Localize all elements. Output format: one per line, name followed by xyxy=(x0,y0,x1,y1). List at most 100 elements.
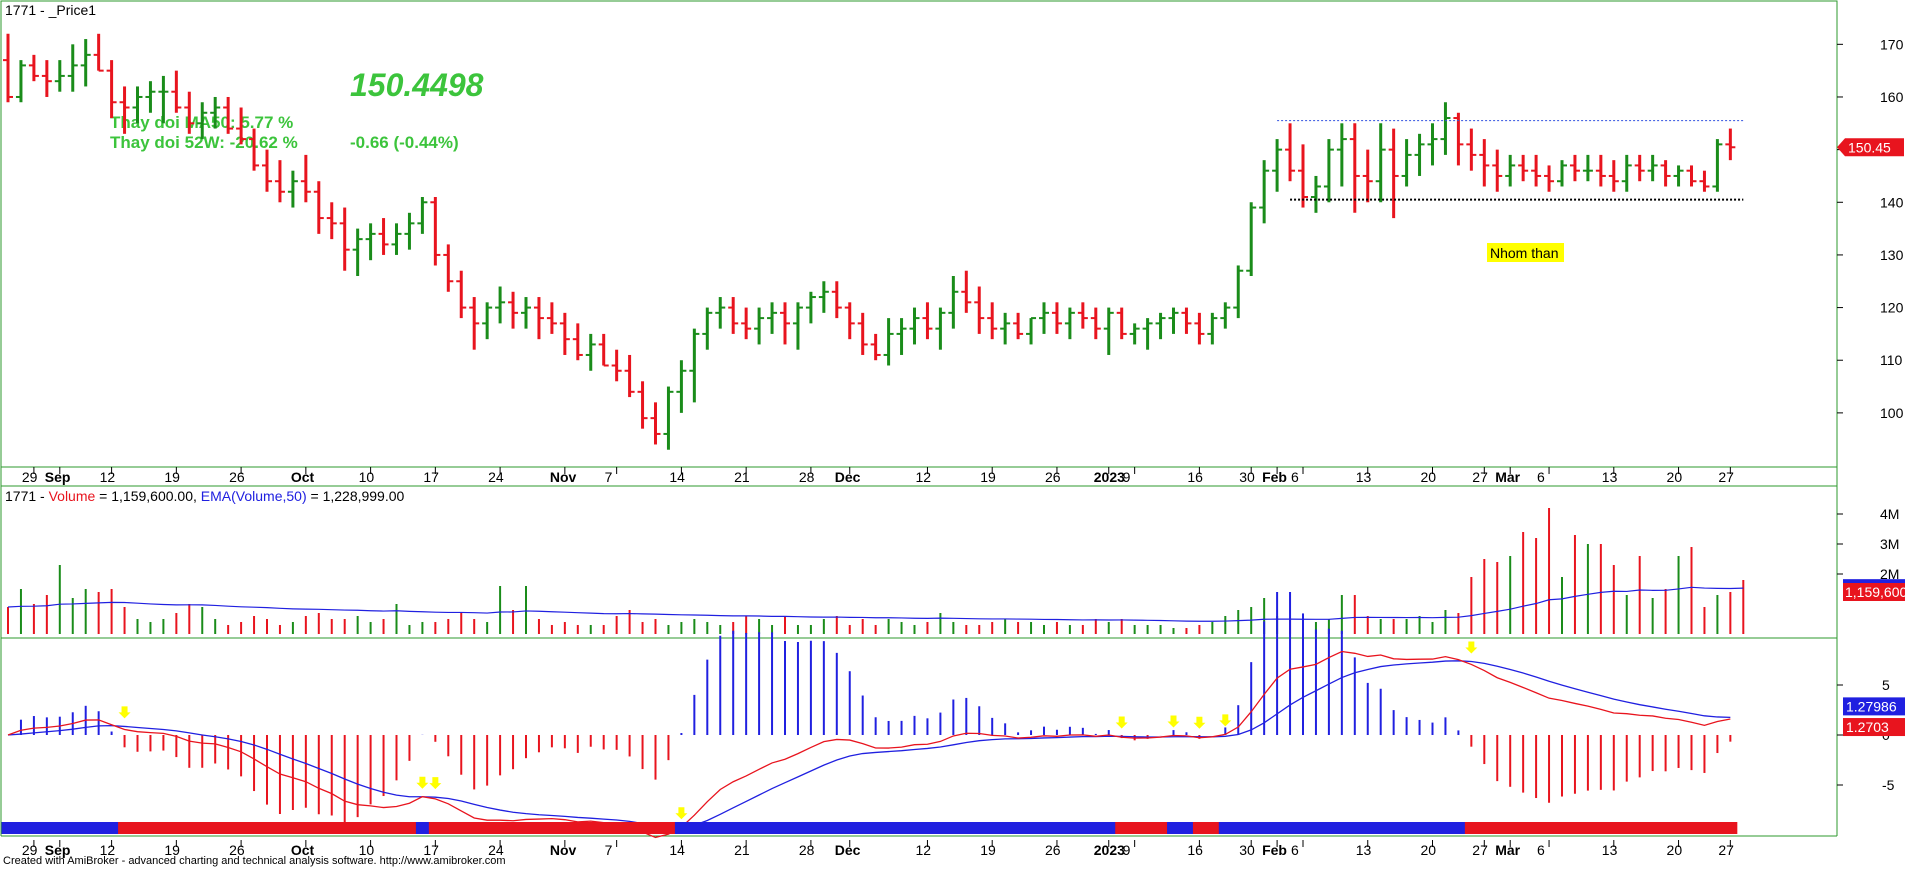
ohlc-bar xyxy=(870,333,881,361)
trend-ribbon-segment xyxy=(1438,822,1453,834)
date-axis-label: 6 xyxy=(1537,842,1545,858)
date-axis-label: 17 xyxy=(423,842,439,858)
ohlc-bar xyxy=(274,160,285,203)
ohlc-bar xyxy=(780,302,790,345)
trend-ribbon-segment xyxy=(1089,822,1103,834)
price-axis-label: 120 xyxy=(1880,300,1904,316)
date-axis-label: Feb xyxy=(1262,469,1287,485)
ohlc-bar xyxy=(585,333,596,371)
trend-ribbon-segment xyxy=(1141,822,1155,834)
ohlc-bar xyxy=(339,207,350,271)
ohlc-bar xyxy=(443,244,454,292)
ohlc-bar xyxy=(1505,154,1516,187)
ohlc-bar xyxy=(767,302,778,334)
macd-cross-arrow xyxy=(675,807,688,820)
price-bars xyxy=(3,33,1736,450)
date-axis-label: 24 xyxy=(488,842,504,858)
date-axis-label: 20 xyxy=(1667,842,1683,858)
ohlc-bar xyxy=(1608,160,1619,192)
ohlc-bar xyxy=(598,333,609,367)
ohlc-bar xyxy=(818,281,829,313)
ohlc-bar xyxy=(1531,154,1542,187)
trend-ribbon-segment xyxy=(985,822,1000,834)
date-axis-label: 26 xyxy=(1045,842,1061,858)
ohlc-bar xyxy=(948,275,959,329)
trend-ribbon-segment xyxy=(131,822,145,834)
trend-ribbon-segment xyxy=(726,822,741,834)
volume-ema-line xyxy=(7,586,1744,622)
ohlc-bar xyxy=(831,281,842,319)
trend-ribbon-segment xyxy=(1115,822,1129,834)
support-resistance-lines xyxy=(1277,120,1744,201)
date-axis-label: 13 xyxy=(1602,469,1618,485)
ohlc-bar xyxy=(41,60,52,97)
ohlc-bar xyxy=(249,128,260,171)
ohlc-bar xyxy=(702,307,713,350)
date-axis-label: 30 xyxy=(1239,842,1255,858)
trend-ribbon-segment xyxy=(1024,822,1039,834)
trend-ribbon-segment xyxy=(14,822,28,834)
trend-ribbon-segment xyxy=(247,822,262,834)
ohlc-bar xyxy=(313,181,324,234)
trend-ribbon-segment xyxy=(390,822,404,834)
trend-ribbon-segment xyxy=(1633,822,1647,834)
trend-ribbon-segment xyxy=(636,822,650,834)
trend-ribbon-segment xyxy=(920,822,935,834)
trend-ribbon-segment xyxy=(221,822,236,834)
trend-ribbon-segment xyxy=(1451,822,1466,834)
date-axis-label: 10 xyxy=(359,842,375,858)
ohlc-bar xyxy=(974,286,985,334)
date-axis-label: 16 xyxy=(1187,842,1203,858)
date-axis-label: 27 xyxy=(1718,469,1734,485)
trend-ribbon-segment xyxy=(53,822,67,834)
ohlc-bar xyxy=(1479,139,1490,187)
trend-ribbon-segment xyxy=(752,822,767,834)
ohlc-bar xyxy=(417,197,428,234)
ohlc-bar xyxy=(223,96,234,134)
ohlc-bar xyxy=(754,307,765,345)
trend-ribbon-segment xyxy=(1257,822,1272,834)
ohlc-bar xyxy=(1595,154,1606,187)
ohlc-bar xyxy=(132,86,143,124)
volume-header-volume-value: = 1,159,600.00, xyxy=(95,488,200,504)
price-axis-label: 140 xyxy=(1880,194,1904,210)
last-price-overlay: 150.4498 xyxy=(350,67,484,103)
volume-axis-label: 3M xyxy=(1880,536,1899,552)
trend-ribbon-segment xyxy=(1361,822,1375,834)
trend-ribbon-segment xyxy=(79,822,93,834)
trend-ribbon-segment xyxy=(1102,822,1116,834)
volume-bars xyxy=(7,508,1745,634)
ohlc-bar xyxy=(1077,302,1088,329)
price-axis-label: 130 xyxy=(1880,247,1904,263)
trend-ribbon-segment xyxy=(778,822,792,834)
trend-ribbon-segment xyxy=(1050,822,1064,834)
ohlc-bar xyxy=(1285,123,1296,182)
date-axis-label: 27 xyxy=(1472,842,1488,858)
ohlc-bar xyxy=(521,297,531,329)
ohlc-bar xyxy=(287,170,298,208)
date-axis-label: 19 xyxy=(980,842,996,858)
date-axis-label: 20 xyxy=(1667,469,1683,485)
ohlc-bar xyxy=(572,323,583,361)
trend-ribbon-segment xyxy=(105,822,119,834)
date-axis-label: Mar xyxy=(1495,469,1520,485)
date-axis-label: 24 xyxy=(488,469,504,485)
trend-ribbon-segment xyxy=(1244,822,1259,834)
date-axis-label: Oct xyxy=(291,469,315,485)
trend-ribbon-segment xyxy=(1335,822,1349,834)
trend-ribbon-segment xyxy=(66,822,80,834)
volume-axis-label: 4M xyxy=(1880,506,1899,522)
daily-change-text: -0.66 (-0.44%) xyxy=(350,133,459,152)
date-axis-label: Nov xyxy=(550,469,577,485)
ohlc-bar xyxy=(728,297,739,334)
trend-ribbon-segment xyxy=(1516,822,1531,834)
trend-ribbon-segment xyxy=(1128,822,1142,834)
ohlc-bar xyxy=(456,270,467,319)
ohlc-bar xyxy=(210,96,221,129)
ohlc-bar xyxy=(1427,123,1438,166)
ohlc-bar xyxy=(1233,265,1244,319)
ohlc-bar xyxy=(1544,165,1555,192)
trend-ribbon-segment xyxy=(92,822,106,834)
ohlc-bar xyxy=(365,223,376,261)
